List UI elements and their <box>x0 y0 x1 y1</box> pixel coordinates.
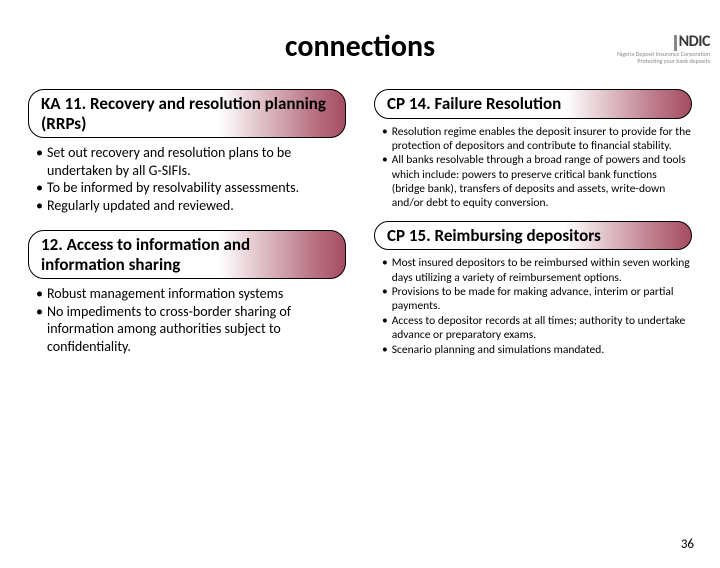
heading-12: 12. Access to information and informatio… <box>28 230 346 279</box>
bullet-icon: • <box>382 153 388 211</box>
heading-cp15-text: CP 15. Reimbursing depositors <box>387 226 679 246</box>
list-item: •Provisions to be made for making advanc… <box>382 285 692 314</box>
bullet-icon: • <box>36 179 43 197</box>
list-item: •Set out recovery and resolution plans t… <box>36 144 346 179</box>
bullets-ka11: •Set out recovery and resolution plans t… <box>36 144 346 214</box>
bullet-icon: • <box>382 314 388 343</box>
right-column: CP 14. Failure Resolution •Resolution re… <box>374 89 692 371</box>
bullet-icon: • <box>382 343 388 357</box>
bullet-icon: • <box>382 125 388 154</box>
logo-brand: NDIC <box>617 32 710 51</box>
logo: NDIC Nigeria Deposit Insurance Corporati… <box>617 32 710 64</box>
logo-subtitle-2: Protecting your bank deposits <box>617 58 710 65</box>
page-number: 36 <box>681 537 694 552</box>
bullet-icon: • <box>36 197 43 215</box>
heading-ka11-text: KA 11. Recovery and resolution planning … <box>41 94 333 133</box>
list-item: •All banks resolvable through a broad ra… <box>382 153 692 211</box>
list-item: •Scenario planning and simulations manda… <box>382 343 692 357</box>
left-column: KA 11. Recovery and resolution planning … <box>28 89 346 371</box>
content-columns: KA 11. Recovery and resolution planning … <box>0 89 720 371</box>
bullet-icon: • <box>382 256 388 285</box>
heading-cp15: CP 15. Reimbursing depositors <box>374 221 692 251</box>
list-item: •Most insured depositors to be reimburse… <box>382 256 692 285</box>
list-item: •To be informed by resolvability assessm… <box>36 179 346 197</box>
bullet-icon: • <box>36 285 43 303</box>
list-item: •Access to depositor records at all time… <box>382 314 692 343</box>
page-title: connections <box>0 28 720 65</box>
heading-cp14: CP 14. Failure Resolution <box>374 89 692 119</box>
bullets-cp14: •Resolution regime enables the deposit i… <box>382 125 692 211</box>
bullets-12: •Robust management information systems •… <box>36 285 346 355</box>
bullet-icon: • <box>36 144 43 179</box>
heading-cp14-text: CP 14. Failure Resolution <box>387 94 679 114</box>
list-item: •No impediments to cross-border sharing … <box>36 303 346 356</box>
heading-ka11: KA 11. Recovery and resolution planning … <box>28 89 346 138</box>
list-item: •Resolution regime enables the deposit i… <box>382 125 692 154</box>
list-item: •Regularly updated and reviewed. <box>36 197 346 215</box>
bullets-cp15: •Most insured depositors to be reimburse… <box>382 256 692 357</box>
bullet-icon: • <box>36 303 43 356</box>
list-item: •Robust management information systems <box>36 285 346 303</box>
bullet-icon: • <box>382 285 388 314</box>
heading-12-text: 12. Access to information and informatio… <box>41 235 333 274</box>
